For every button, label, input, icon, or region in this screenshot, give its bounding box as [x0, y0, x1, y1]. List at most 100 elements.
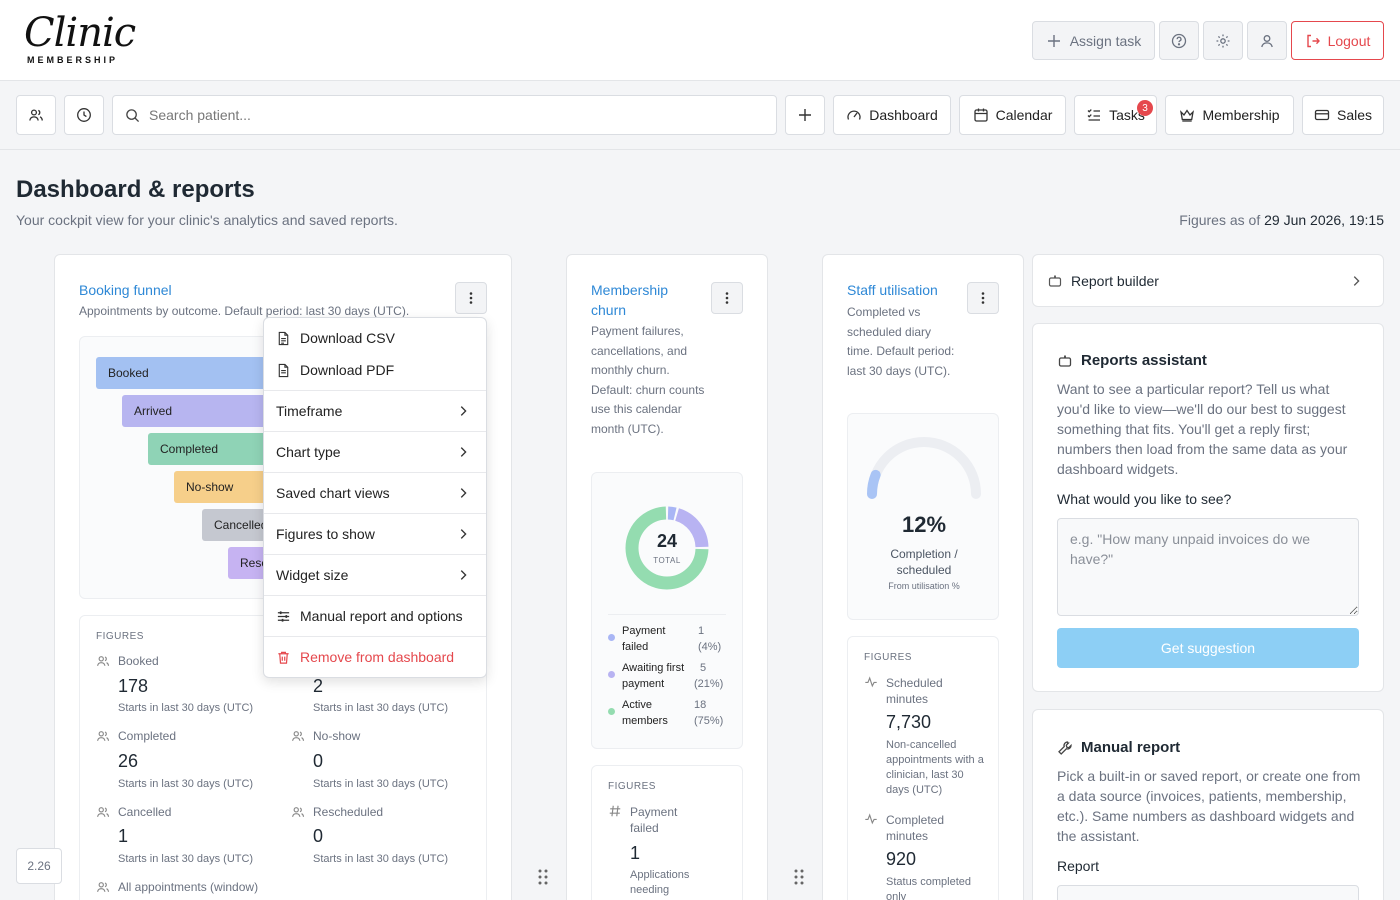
figure-booked-value: 178 [118, 676, 149, 696]
legend-label: Active members [622, 699, 668, 727]
reports-assistant-title: Reports assistant [1057, 352, 1207, 369]
membership-churn-card: Membership churn Payment failures, cance… [566, 254, 768, 900]
menu-download-csv[interactable]: Download CSV [264, 318, 486, 358]
nav-tasks[interactable]: Tasks 3 [1074, 95, 1157, 135]
search-input[interactable] [149, 96, 769, 134]
figure-payment-failed-note: Applications needing [630, 869, 690, 896]
figure-completed-value: 26 [118, 751, 139, 771]
menu-figures-to-show[interactable]: Figures to show [264, 514, 486, 554]
menu-manual-report[interactable]: Manual report and options [264, 596, 486, 636]
menu-item-label: Remove from dashboard [300, 649, 455, 665]
staff-utilisation-menu-button[interactable] [967, 282, 999, 314]
menu-remove-from-dashboard[interactable]: Remove from dashboard [264, 637, 486, 677]
help-button[interactable] [1159, 21, 1199, 60]
nav-dashboard[interactable]: Dashboard [833, 95, 951, 135]
booking-funnel-title[interactable]: Booking funnel [79, 282, 172, 298]
file-csv-icon [278, 331, 289, 345]
clinic-logo[interactable]: Clinic MEMBERSHIP [16, 8, 136, 72]
figures-heading: FIGURES [608, 781, 656, 792]
file-pdf-icon [278, 363, 289, 377]
legend-percent: (75%) [694, 715, 724, 727]
history-button[interactable] [64, 95, 104, 135]
churn-figures-panel: FIGURES Payment failed 1 Applications ne… [591, 765, 743, 900]
assign-task-button[interactable]: Assign task [1032, 21, 1155, 60]
figures-as-of-label: Figures as of [1179, 212, 1261, 228]
add-button[interactable] [785, 95, 825, 135]
credit-card-icon [1314, 109, 1330, 121]
tasks-icon [1087, 109, 1101, 121]
help-icon [1171, 33, 1187, 48]
menu-saved-chart-views[interactable]: Saved chart views [264, 473, 486, 513]
menu-chart-type[interactable]: Chart type [264, 432, 486, 472]
report-builder-link: Report builder [1047, 273, 1159, 289]
staff-utilisation-title[interactable]: Staff utilisation [847, 282, 938, 298]
booking-funnel-description: Appointments by outcome. Default period:… [79, 304, 410, 318]
gauge-fill [867, 469, 881, 499]
search-icon [126, 109, 140, 123]
membership-churn-menu-button[interactable] [711, 282, 743, 314]
profile-button[interactable] [1247, 21, 1287, 60]
booking-funnel-menu-button[interactable] [455, 282, 487, 314]
donut-segment[interactable] [625, 506, 709, 590]
membership-churn-title[interactable]: Membership churn [591, 282, 669, 318]
users-icon [97, 882, 110, 892]
user-icon [1261, 34, 1273, 47]
users-icon [292, 731, 305, 741]
menu-widget-size[interactable]: Widget size [264, 555, 486, 595]
drag-handle-icon[interactable] [794, 869, 804, 885]
menu-item-label: Widget size [276, 567, 349, 583]
report-builder-card[interactable]: Report builder [1032, 254, 1384, 307]
trash-icon [278, 651, 289, 664]
nav-calendar[interactable]: Calendar [959, 95, 1066, 135]
menu-item-label: Saved chart views [276, 485, 390, 501]
manual-report-text: Pick a built-in or saved report, or crea… [1057, 768, 1361, 844]
chevron-right-icon [460, 488, 467, 498]
donut-segment[interactable] [667, 506, 677, 521]
reports-assistant-text: Want to see a particular report? Tell us… [1057, 381, 1348, 477]
figure-label-text: Scheduled minutes [886, 676, 943, 706]
figure-label-text: No-show [313, 729, 361, 743]
nav-calendar-label: Calendar [995, 107, 1053, 123]
kebab-icon [981, 292, 985, 304]
users-icon [97, 731, 110, 741]
settings-button[interactable] [1203, 21, 1243, 60]
users-icon [97, 807, 110, 817]
get-suggestion-button[interactable]: Get suggestion [1057, 628, 1359, 668]
figure-label-text: Completed minutes [886, 813, 945, 843]
logout-button[interactable]: Logout [1291, 21, 1384, 60]
legend-payment-failed: Payment failed 1 (4%) [608, 624, 728, 656]
menu-item-label: Download CSV [300, 330, 395, 346]
robot-icon [1058, 355, 1072, 367]
zoom-level-indicator[interactable]: 2.26 [16, 848, 62, 884]
patient-search [112, 95, 777, 135]
report-builder-label: Report builder [1071, 273, 1159, 289]
donut-segment[interactable] [674, 508, 709, 548]
menu-divider [264, 472, 486, 473]
menu-item-label: Chart type [276, 444, 341, 460]
drag-handle-icon[interactable] [538, 869, 548, 885]
legend-count: 18 [694, 699, 707, 711]
sliders-icon [277, 610, 290, 622]
patients-button[interactable] [16, 95, 56, 135]
figure-label-text: Payment failed [630, 805, 678, 835]
chevron-right-icon [460, 406, 467, 416]
figure-all-appointments-label: All appointments (window) [96, 880, 258, 894]
figure-completed-note: Starts in last 30 days (UTC) [118, 778, 254, 790]
nav-sales[interactable]: Sales [1302, 95, 1384, 135]
figure-no-show-value: 0 [313, 751, 324, 771]
menu-download-pdf[interactable]: Download PDF [264, 350, 486, 390]
users-icon [29, 109, 43, 121]
nav-bar: Dashboard Calendar Tasks 3 Membership Sa… [0, 81, 1400, 150]
legend-label: Payment failed [622, 625, 666, 653]
legend-awaiting-first-payment: Awaiting first payment 5 (21%) [608, 661, 728, 693]
top-header: Clinic MEMBERSHIP Assign task Logout [0, 0, 1400, 81]
manual-report-card: Manual report Pick a built-in or saved r… [1032, 709, 1384, 900]
menu-item-label: Timeframe [276, 403, 343, 419]
nav-membership[interactable]: Membership [1165, 95, 1294, 135]
report-select[interactable] [1057, 885, 1359, 900]
assistant-query-input[interactable] [1057, 518, 1359, 616]
funnel-bar-label: Completed [160, 442, 219, 456]
menu-timeframe[interactable]: Timeframe [264, 391, 486, 431]
menu-divider [264, 431, 486, 432]
report-select-label: Report [1057, 858, 1100, 874]
